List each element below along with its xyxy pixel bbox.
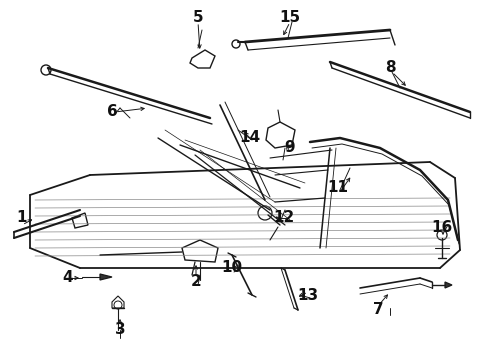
Text: 7: 7 (373, 302, 383, 318)
Text: 6: 6 (107, 104, 118, 120)
Text: 16: 16 (431, 220, 453, 235)
Text: 13: 13 (297, 288, 318, 303)
Text: 14: 14 (240, 130, 261, 145)
Text: 5: 5 (193, 10, 203, 26)
Text: 2: 2 (191, 274, 201, 289)
Polygon shape (445, 282, 452, 288)
Text: 11: 11 (327, 180, 348, 195)
Text: 10: 10 (221, 261, 243, 275)
Text: 3: 3 (115, 323, 125, 338)
Text: 9: 9 (285, 140, 295, 156)
Text: 12: 12 (273, 211, 294, 225)
Polygon shape (100, 274, 112, 280)
Text: 1: 1 (17, 211, 27, 225)
Text: 8: 8 (385, 60, 395, 76)
Text: 15: 15 (279, 10, 300, 26)
Text: 4: 4 (63, 270, 74, 285)
